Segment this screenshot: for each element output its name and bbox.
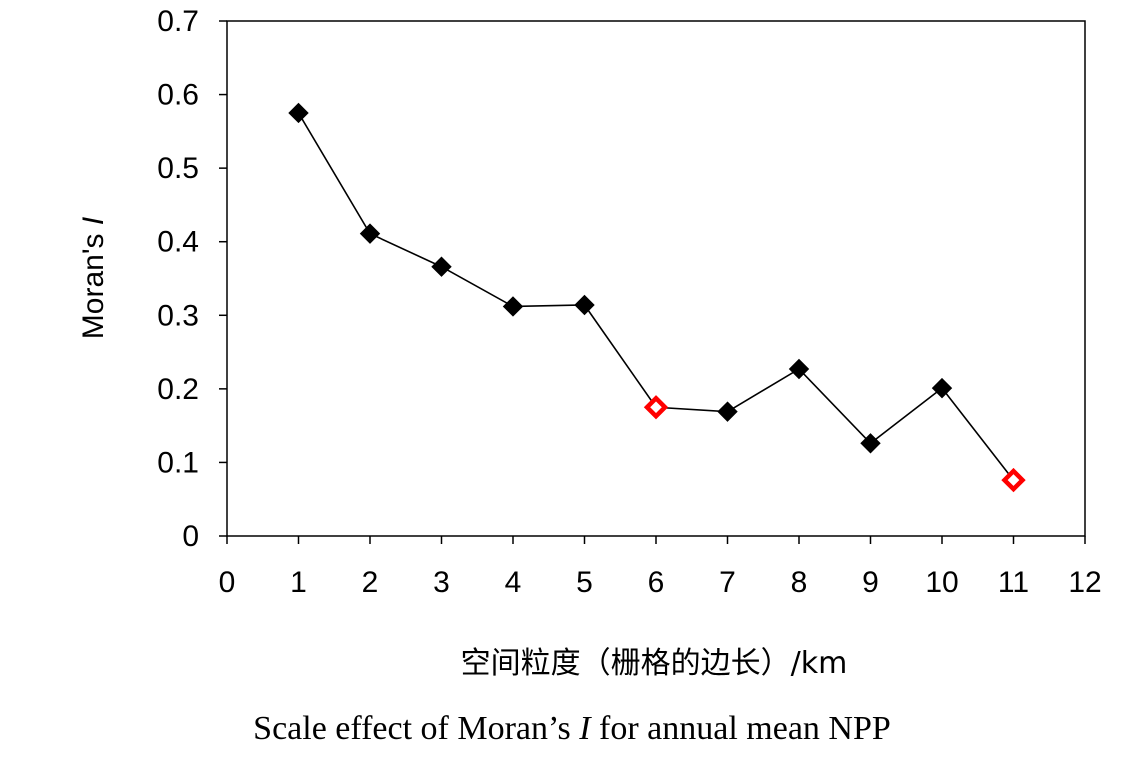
data-point [860, 433, 881, 454]
x-tick-label: 8 [791, 566, 808, 599]
x-tick-label: 2 [362, 566, 379, 599]
x-tick-label: 1 [290, 566, 307, 599]
x-tick-label: 9 [862, 566, 879, 599]
data-point [288, 102, 309, 124]
x-tick-label: 0 [219, 566, 236, 599]
data-point [931, 377, 953, 399]
y-tick-label: 0.4 [157, 226, 199, 259]
x-tick-label: 3 [433, 566, 450, 599]
y-axis-title-italic: I [77, 217, 110, 225]
x-tick-label: 7 [719, 566, 736, 599]
y-tick-label: 0.5 [157, 152, 199, 185]
series-moran-i [288, 102, 1026, 493]
y-tick-label: 0 [182, 520, 199, 553]
x-axis-title: 空间粒度（栅格的边长）/km [461, 646, 848, 681]
y-tick-label: 0.1 [157, 446, 199, 479]
data-point-highlighted [1001, 467, 1026, 493]
caption-text-after: for annual mean NPP [590, 710, 891, 747]
x-tick-label: 4 [505, 566, 522, 599]
caption-text-italic: I [579, 710, 591, 747]
plot-frame [226, 20, 1086, 537]
figure-caption: Scale effect of Moran’s I for annual mea… [0, 710, 1144, 748]
y-axis-title-text: Moran's [77, 225, 110, 339]
x-tick-label: 10 [925, 566, 958, 599]
data-point [788, 358, 810, 380]
y-axis: 0 0.1 0.2 0.3 0.4 0.5 0.6 0.7 [157, 5, 227, 553]
x-tick-label: 11 [998, 566, 1029, 599]
data-point [359, 223, 381, 244]
caption-text-before: Scale effect of Moran’s [253, 710, 580, 747]
x-tick-label: 6 [648, 566, 665, 599]
y-tick-label: 0.6 [157, 79, 199, 112]
x-axis: 0 1 2 3 4 5 6 7 8 9 10 11 12 [219, 536, 1102, 599]
data-point-highlighted [643, 395, 669, 420]
y-tick-label: 0.7 [157, 5, 199, 38]
x-tick-label: 12 [1068, 566, 1101, 599]
data-point [502, 296, 524, 317]
data-point [717, 401, 738, 422]
x-tick-label: 5 [576, 566, 593, 599]
y-tick-label: 0.2 [157, 373, 199, 406]
data-point [431, 256, 452, 277]
y-axis-title: Moran's I [77, 217, 110, 339]
y-tick-label: 0.3 [157, 299, 199, 332]
data-point [574, 294, 595, 316]
series-line [297, 112, 1015, 481]
